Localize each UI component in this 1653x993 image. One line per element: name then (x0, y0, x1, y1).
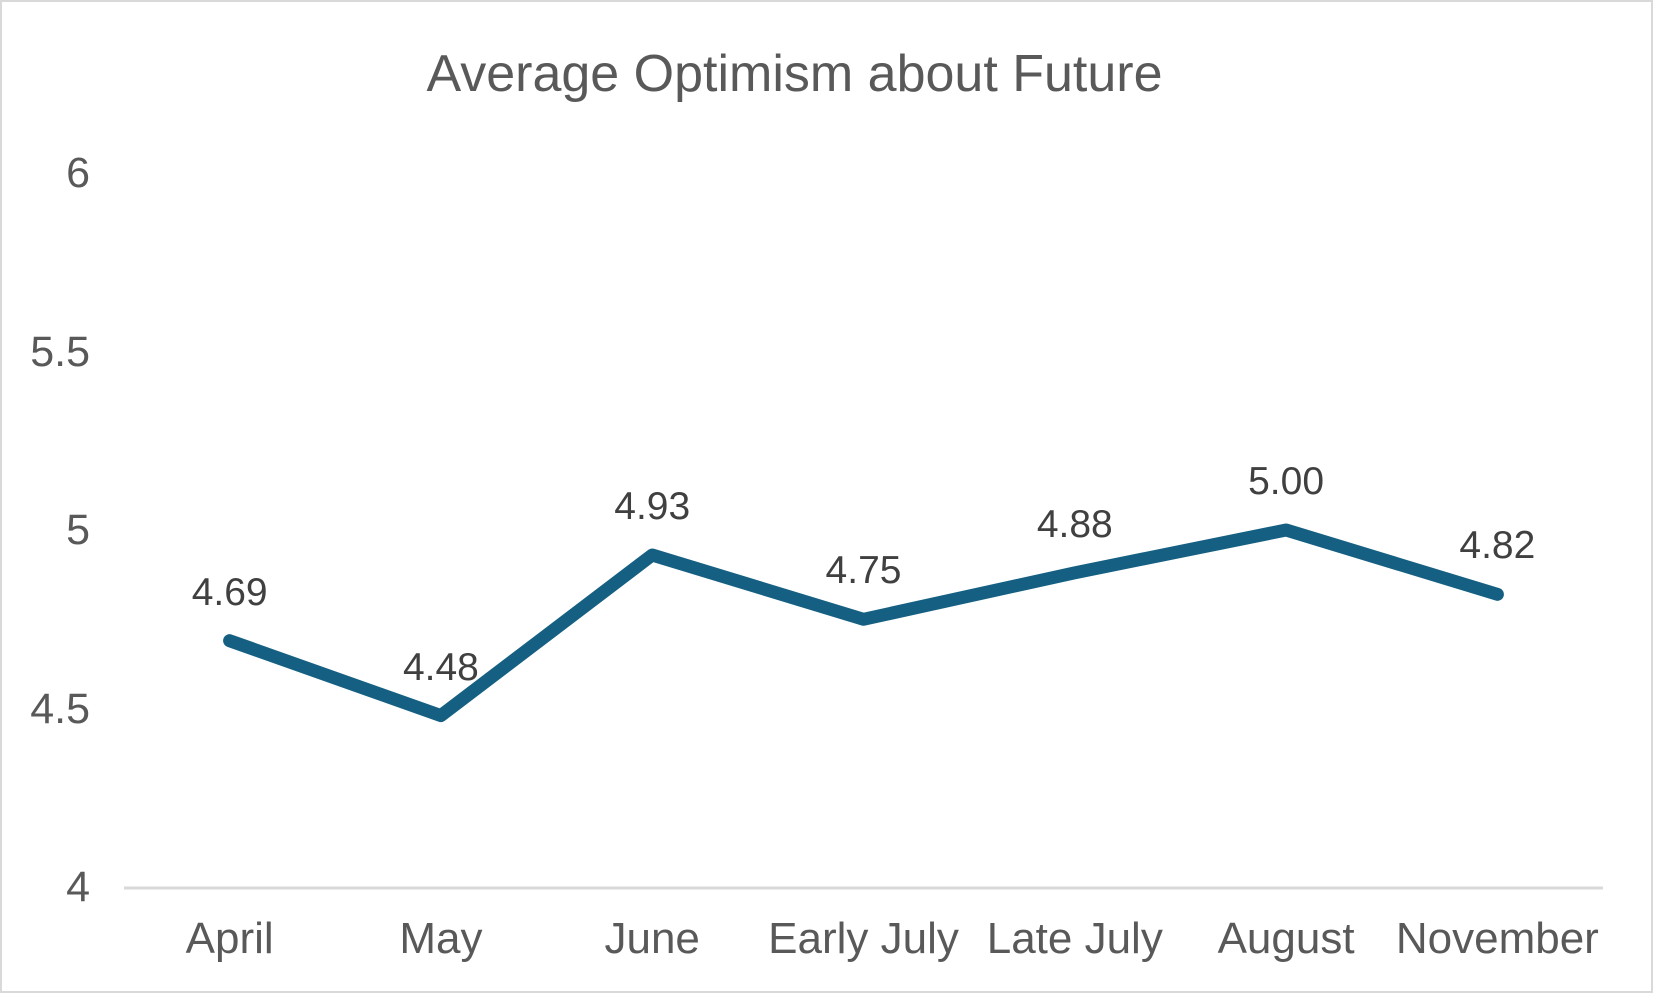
chart-title: Average Optimism about Future (426, 45, 1163, 103)
x-axis-label: November (1395, 914, 1599, 963)
x-axis-label: August (1217, 914, 1355, 963)
x-axis-label: April (185, 914, 274, 963)
x-axis-label: June (604, 914, 700, 963)
data-label: 5.00 (1248, 460, 1325, 503)
y-tick-label: 5 (66, 506, 90, 554)
data-label: 4.82 (1459, 524, 1536, 568)
data-label: 4.88 (1036, 502, 1113, 546)
y-tick-label: 4 (66, 863, 90, 911)
y-tick-label: 5.5 (30, 327, 90, 376)
data-label: 4.48 (402, 645, 479, 689)
y-tick-label: 4.5 (30, 684, 90, 733)
data-label: 4.93 (614, 484, 691, 528)
y-tick-label: 6 (66, 149, 90, 197)
x-axis-label: Late July (986, 914, 1163, 963)
x-axis-label: Early July (768, 914, 959, 963)
data-label: 4.75 (825, 549, 902, 593)
data-label: 4.69 (191, 570, 268, 614)
series-line (223, 523, 1504, 723)
x-axis-label: May (399, 914, 483, 963)
